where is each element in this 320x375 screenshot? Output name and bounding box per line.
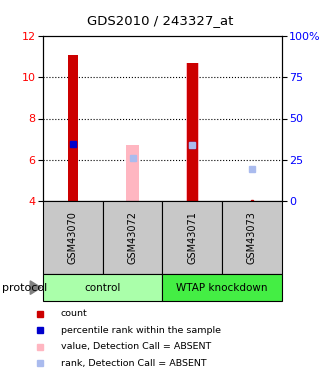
Bar (186, 63, 199, 201)
Text: value, Detection Call = ABSENT: value, Detection Call = ABSENT (60, 342, 211, 351)
Bar (43, 274, 163, 301)
Bar (68, 55, 78, 201)
Bar (222, 201, 282, 274)
Text: control: control (84, 283, 121, 292)
Text: count: count (60, 309, 87, 318)
Text: GDS2010 / 243327_at: GDS2010 / 243327_at (87, 13, 233, 27)
Text: GSM43071: GSM43071 (187, 211, 197, 264)
Bar (187, 63, 197, 201)
Text: percentile rank within the sample: percentile rank within the sample (60, 326, 220, 335)
Bar (126, 145, 139, 201)
Bar (163, 201, 222, 274)
Bar (43, 201, 103, 274)
Text: GSM43072: GSM43072 (128, 211, 138, 264)
Polygon shape (30, 281, 41, 294)
Bar (163, 274, 282, 301)
Bar (103, 201, 163, 274)
Text: protocol: protocol (2, 283, 47, 292)
Text: rank, Detection Call = ABSENT: rank, Detection Call = ABSENT (60, 358, 206, 368)
Text: GSM43070: GSM43070 (68, 211, 78, 264)
Text: WTAP knockdown: WTAP knockdown (176, 283, 268, 292)
Text: GSM43073: GSM43073 (247, 211, 257, 264)
